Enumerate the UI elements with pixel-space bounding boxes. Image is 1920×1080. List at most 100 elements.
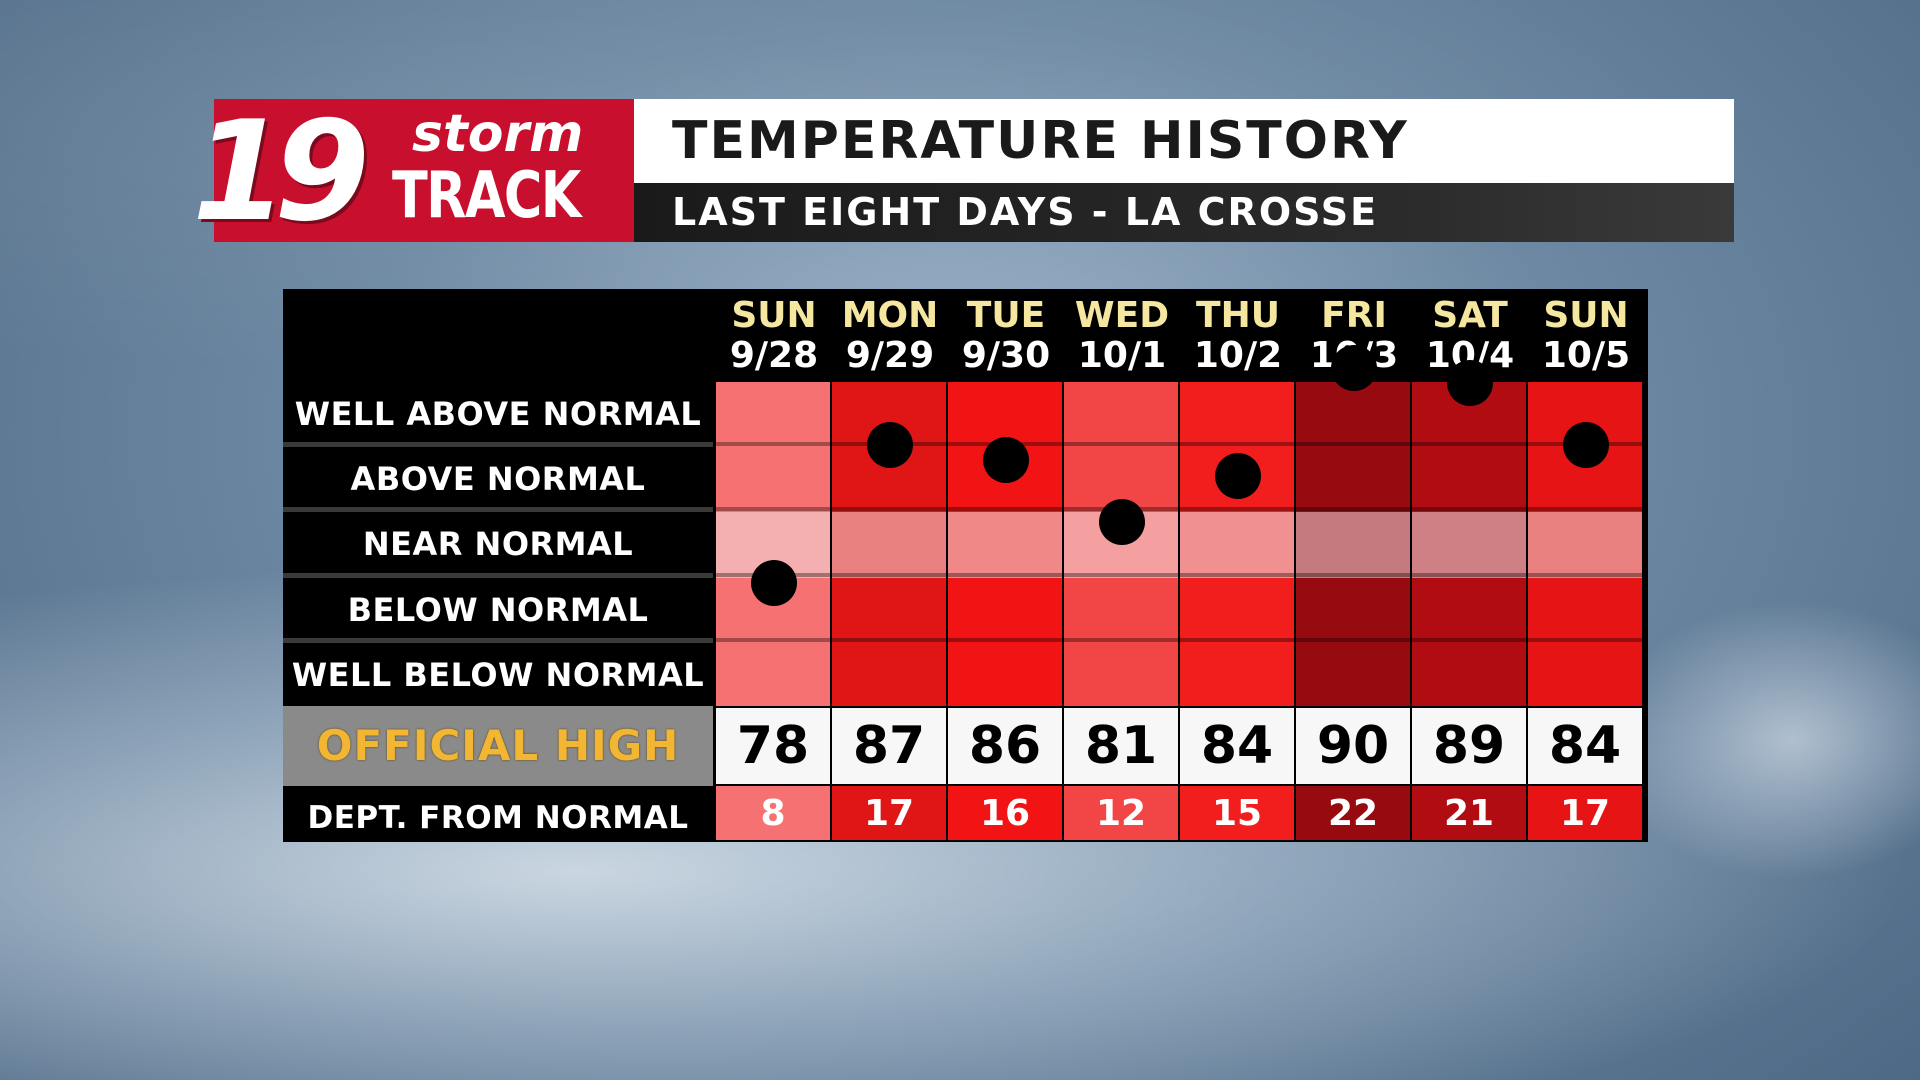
data-point-dot bbox=[1331, 345, 1377, 392]
category-cell bbox=[716, 447, 830, 512]
cell-separator bbox=[832, 573, 946, 577]
dept-from-normal-label: DEPT. FROM NORMAL bbox=[307, 800, 689, 836]
cell-separator bbox=[1412, 507, 1526, 511]
official-high-label: OFFICIAL HIGH bbox=[316, 721, 680, 770]
cell-separator bbox=[1296, 442, 1410, 446]
data-point-dot bbox=[1563, 421, 1609, 468]
data-point-dot bbox=[751, 560, 797, 607]
subtitle-bar bbox=[634, 183, 1734, 242]
category-cell bbox=[716, 643, 830, 706]
chart-title: TEMPERATURE HISTORY bbox=[672, 111, 1409, 171]
category-cell bbox=[1064, 382, 1178, 447]
cell-separator bbox=[1412, 442, 1526, 446]
row-label-near: NEAR NORMAL bbox=[362, 525, 634, 563]
cell-separator bbox=[1296, 638, 1410, 642]
category-cell bbox=[1296, 578, 1410, 643]
column-divider bbox=[1294, 292, 1296, 840]
day-name-label: TUE bbox=[966, 295, 1046, 336]
official-high-value: 81 bbox=[1064, 708, 1178, 784]
category-cell bbox=[1296, 512, 1410, 578]
cell-separator bbox=[1064, 638, 1178, 642]
cell-separator bbox=[948, 573, 1062, 577]
cell-separator bbox=[1180, 507, 1294, 511]
column-divider bbox=[830, 292, 832, 840]
day-name-label: SUN bbox=[1543, 295, 1629, 336]
category-cell bbox=[1412, 447, 1526, 512]
category-cell bbox=[1180, 643, 1294, 706]
day-name-label: FRI bbox=[1321, 295, 1387, 336]
dept-from-normal-value: 22 bbox=[1296, 786, 1410, 840]
column-divider bbox=[1062, 292, 1064, 840]
cell-separator bbox=[832, 638, 946, 642]
category-cell bbox=[1064, 578, 1178, 643]
data-point-dot bbox=[1099, 498, 1145, 545]
day-name-label: MON bbox=[841, 295, 939, 336]
row-label-well-above: WELL ABOVE NORMAL bbox=[294, 395, 702, 433]
cell-separator bbox=[716, 442, 830, 446]
official-high-value: 89 bbox=[1412, 708, 1526, 784]
cell-separator bbox=[832, 507, 946, 511]
row-label-well-below: WELL BELOW NORMAL bbox=[291, 656, 705, 694]
cell-separator bbox=[1528, 507, 1642, 511]
data-point-dot bbox=[1447, 360, 1493, 407]
data-point-dot bbox=[867, 421, 913, 468]
cell-separator bbox=[1064, 573, 1178, 577]
cell-separator bbox=[716, 638, 830, 642]
official-high-value: 84 bbox=[1528, 708, 1642, 784]
day-name-label: THU bbox=[1196, 295, 1280, 336]
day-date-label: 9/30 bbox=[961, 335, 1051, 376]
dept-from-normal-value: 17 bbox=[1528, 786, 1642, 840]
category-cell bbox=[1412, 643, 1526, 706]
logo-storm-text: storm bbox=[412, 104, 584, 164]
dept-from-normal-value: 8 bbox=[716, 786, 830, 840]
column-divider bbox=[946, 292, 948, 840]
cell-separator bbox=[1296, 507, 1410, 511]
cell-separator bbox=[1528, 638, 1642, 642]
row-separator bbox=[283, 638, 713, 643]
column-divider bbox=[1410, 292, 1412, 840]
category-cell bbox=[1412, 512, 1526, 578]
row-label-above: ABOVE NORMAL bbox=[350, 460, 646, 498]
category-cell bbox=[1412, 578, 1526, 643]
day-date-label: 10/1 bbox=[1077, 335, 1167, 376]
cell-separator bbox=[948, 507, 1062, 511]
cell-separator bbox=[1064, 442, 1178, 446]
column-divider bbox=[714, 292, 716, 840]
day-name-label: SAT bbox=[1432, 295, 1508, 336]
cell-separator bbox=[1180, 638, 1294, 642]
official-high-value: 86 bbox=[948, 708, 1062, 784]
category-cell bbox=[1064, 643, 1178, 706]
day-name-label: WED bbox=[1074, 295, 1170, 336]
column-divider bbox=[1526, 292, 1528, 840]
cell-separator bbox=[1412, 638, 1526, 642]
data-point-dot bbox=[1215, 452, 1261, 499]
day-date-label: 9/29 bbox=[845, 335, 935, 376]
day-name-label: SUN bbox=[731, 295, 817, 336]
cell-separator bbox=[1180, 573, 1294, 577]
dept-from-normal-value: 17 bbox=[832, 786, 946, 840]
row-separator bbox=[283, 573, 713, 578]
day-date-label: 10/2 bbox=[1193, 335, 1283, 376]
dept-from-normal-value: 12 bbox=[1064, 786, 1178, 840]
dept-from-normal-value: 15 bbox=[1180, 786, 1294, 840]
category-cell bbox=[1180, 382, 1294, 447]
cell-separator bbox=[1180, 442, 1294, 446]
category-cell bbox=[948, 643, 1062, 706]
category-cell bbox=[1296, 643, 1410, 706]
dept-from-normal-value: 16 bbox=[948, 786, 1062, 840]
data-point-dot bbox=[983, 437, 1029, 484]
cell-separator bbox=[1296, 573, 1410, 577]
chart-subtitle: LAST EIGHT DAYS - LA CROSSE bbox=[672, 190, 1379, 234]
category-cell bbox=[948, 382, 1062, 447]
category-cell bbox=[948, 578, 1062, 643]
category-cell bbox=[1296, 447, 1410, 512]
category-cell bbox=[948, 512, 1062, 578]
cell-separator bbox=[1412, 573, 1526, 577]
category-cell bbox=[1528, 512, 1642, 578]
category-cell bbox=[832, 512, 946, 578]
category-cell bbox=[716, 382, 830, 447]
category-cell bbox=[832, 643, 946, 706]
official-high-value: 78 bbox=[716, 708, 830, 784]
official-high-value: 84 bbox=[1180, 708, 1294, 784]
row-separator bbox=[283, 442, 713, 447]
